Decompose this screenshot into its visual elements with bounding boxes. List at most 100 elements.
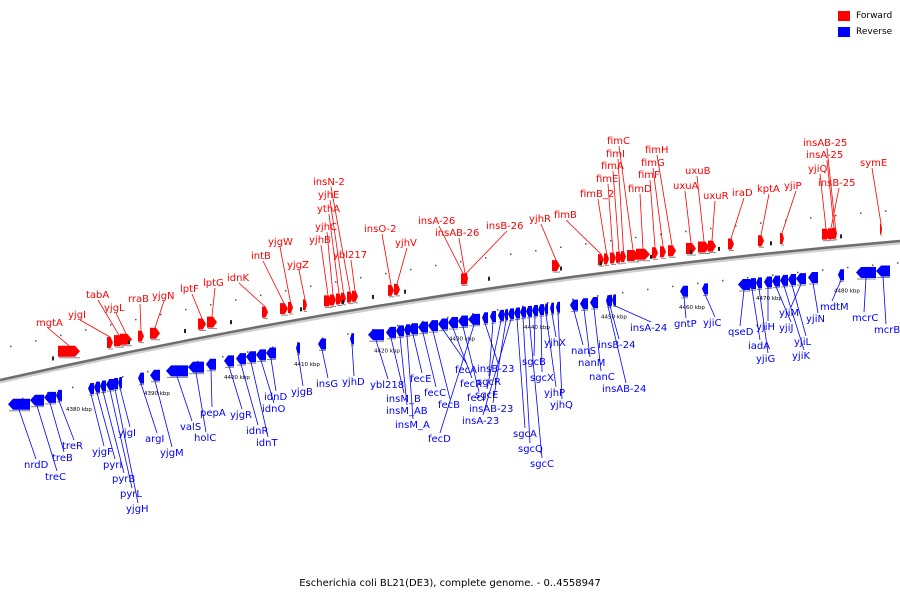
forward-gene	[394, 283, 400, 295]
reverse-gene-label: pyrB	[112, 474, 135, 485]
reverse-leader-line	[882, 276, 887, 325]
reverse-gene-label: nanC	[589, 372, 615, 383]
reverse-leader-line	[250, 362, 269, 438]
forward-gene	[698, 241, 710, 253]
reverse-gene-label: nanS	[571, 346, 596, 357]
reverse-gene-label: iadA	[748, 341, 770, 352]
backbone-shadow	[0, 241, 900, 384]
reverse-gene	[246, 351, 256, 363]
reverse-gene-label: pyrL	[120, 489, 142, 500]
reverse-gene	[118, 376, 122, 388]
reverse-gene	[386, 326, 396, 338]
forward-gene	[262, 306, 268, 318]
guide-dot	[310, 285, 312, 288]
reverse-leader-line	[90, 393, 105, 447]
guide-dot	[322, 337, 324, 340]
reverse-leader-line	[36, 405, 58, 472]
reverse-gene-label: treR	[62, 441, 83, 452]
reverse-gene	[404, 324, 410, 336]
kbp-tick-label: 4430 kbp	[449, 336, 475, 342]
forward-gene-label: fimH	[645, 145, 669, 156]
guide-dot	[135, 318, 137, 321]
reverse-gene-label: qseD	[728, 327, 754, 338]
forward-leader-line	[826, 159, 835, 228]
reverse-leader-line	[96, 392, 116, 460]
forward-gene-label: intB	[251, 251, 271, 262]
reverse-gene-label: nanM	[578, 358, 605, 369]
reverse-gene	[468, 313, 480, 325]
guide-dot	[522, 305, 524, 308]
reverse-leader-line	[607, 306, 627, 384]
forward-gene	[686, 242, 696, 254]
reverse-leader-line	[140, 383, 158, 434]
forward-leader-line	[438, 225, 464, 274]
reverse-gene	[458, 315, 468, 327]
reverse-leader-line	[399, 336, 408, 406]
reverse-leader-line	[791, 284, 807, 337]
reverse-gene-label: idnO	[262, 404, 285, 415]
reverse-leader-line	[154, 380, 173, 448]
kbp-tick-label: 4420 kbp	[374, 348, 400, 354]
guide-dot	[860, 212, 862, 215]
feature-marker	[230, 320, 232, 325]
reverse-gene-label: idnT	[256, 438, 278, 449]
reverse-leader-line	[583, 309, 591, 358]
reverse-gene	[94, 381, 100, 393]
reverse-leader-line	[228, 366, 243, 410]
forward-gene-label: lptF	[180, 284, 199, 295]
reverse-gene	[150, 369, 160, 381]
forward-leader-line	[154, 300, 165, 328]
forward-gene-label: yjhV	[395, 238, 417, 249]
forward-leader-line	[139, 303, 142, 331]
feature-marker	[690, 250, 692, 255]
guide-dot	[635, 236, 637, 239]
guide-dot	[510, 253, 512, 256]
forward-gene	[598, 254, 604, 266]
reverse-gene	[318, 338, 326, 350]
forward-gene-label: insB-25	[818, 178, 856, 189]
forward-leader-line	[279, 246, 291, 303]
reverse-gene	[236, 353, 246, 365]
feature-marker	[404, 289, 406, 294]
reverse-leader-line	[49, 402, 65, 453]
forward-gene-label: insAB-25	[803, 138, 847, 149]
reverse-gene-label: sgcX	[530, 373, 554, 384]
reverse-gene	[608, 294, 612, 306]
reverse-gene-label: pyrI	[103, 460, 122, 471]
feature-marker	[488, 276, 490, 281]
forward-gene-label: insAB-26	[435, 228, 479, 239]
forward-gene	[780, 233, 784, 245]
reverse-gene-label: sgcB	[522, 357, 546, 368]
forward-gene	[150, 327, 160, 339]
forward-leader-line	[649, 179, 656, 248]
guide-dot	[622, 291, 624, 294]
forward-leader-line	[540, 223, 557, 261]
reverse-leader-line	[176, 376, 193, 422]
reverse-gene	[756, 277, 762, 289]
guide-dot	[397, 324, 399, 327]
forward-leader-line	[730, 197, 745, 239]
reverse-gene	[266, 347, 276, 359]
forward-gene	[352, 290, 358, 302]
forward-leader-line	[329, 199, 344, 293]
genome-backbone	[0, 239, 900, 382]
guide-dot	[810, 217, 812, 219]
reverse-leader-line	[58, 400, 75, 441]
reverse-gene	[56, 389, 62, 401]
reverse-leader-line	[412, 334, 423, 374]
forward-gene-label: yjhC	[315, 222, 337, 233]
guide-dot	[760, 222, 762, 224]
guide-dot	[835, 214, 837, 217]
reverse-leader-line	[114, 388, 139, 504]
forward-gene	[288, 302, 293, 314]
guide-dot	[235, 299, 237, 301]
guide-dot	[272, 346, 274, 349]
kbp-tick-label: 4480 kbp	[834, 288, 860, 294]
reverse-gene-label: idnD	[264, 392, 287, 403]
guide-dot	[485, 257, 487, 259]
forward-leader-line	[381, 233, 392, 285]
forward-gene	[120, 333, 132, 345]
map-caption: Escherichia coli BL21(DE3), complete gen…	[299, 578, 601, 589]
reverse-gene-label: argI	[145, 434, 164, 445]
reverse-leader-line	[609, 305, 620, 340]
